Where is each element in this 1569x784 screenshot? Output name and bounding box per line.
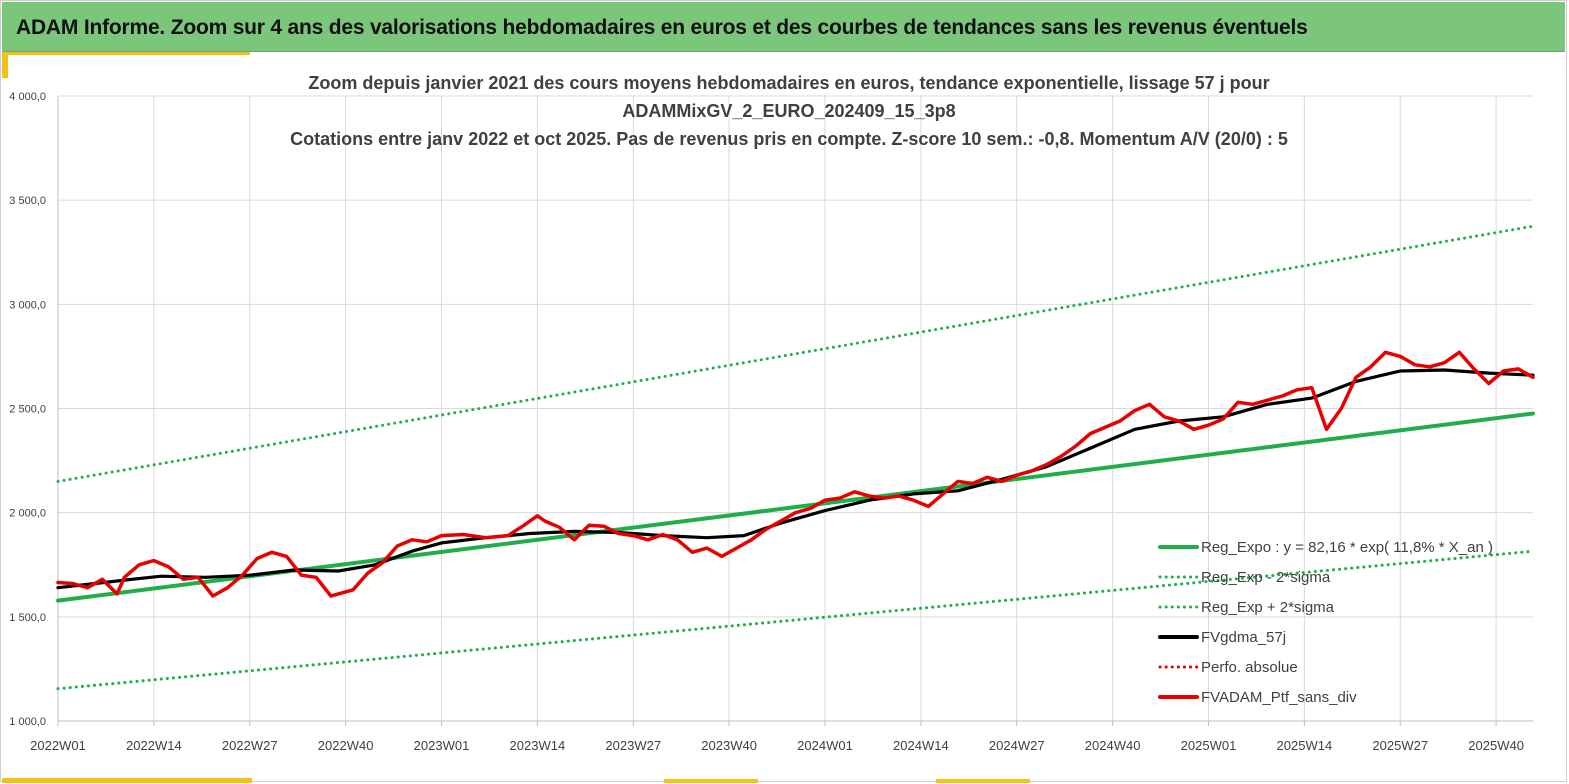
legend-label-3: Reg_Exp + 2*sigma [1201, 599, 1335, 616]
x-tick-label: 2025W27 [1372, 738, 1428, 753]
y-tick-label: 2 000,0 [9, 508, 46, 520]
chart-title-block: Zoom depuis janvier 2021 des cours moyen… [290, 73, 1288, 149]
x-tick-label: 2023W14 [510, 738, 566, 753]
x-tick-label: 2025W14 [1277, 738, 1333, 753]
x-tick-label: 2022W27 [222, 738, 278, 753]
x-tick-label: 2023W27 [605, 738, 661, 753]
y-tick-label: 1 500,0 [9, 612, 46, 624]
y-tick-label: 4 000,0 [9, 91, 46, 103]
x-tick-label: 2024W14 [893, 738, 949, 753]
chart-title-line-2: ADAMMixGV_2_EURO_202409_15_3p8 [622, 101, 955, 121]
accent-line-top-left [2, 52, 250, 55]
title-banner: ADAM Informe. Zoom sur 4 ans des valoris… [2, 2, 1565, 52]
x-tick-label: 2024W01 [797, 738, 853, 753]
y-tick-label: 3 500,0 [9, 195, 46, 207]
x-tick-label: 2025W40 [1468, 738, 1524, 753]
legend-label-4: FVgdma_57j [1201, 629, 1286, 646]
axis-layer: 1 000,0 1 500,0 2 000,0 2 500,0 3 000,0 3 500… [9, 91, 1533, 753]
x-tick-label: 2022W14 [126, 738, 182, 753]
legend: Reg_Expo : y = 82,16 * exp( 11,8% * X_an… [1158, 539, 1493, 706]
x-tick-label: 2022W40 [318, 738, 374, 753]
legend-label-2: Reg_Exp - 2*sigma [1201, 569, 1331, 586]
y-tick-label: 2 500,0 [9, 404, 46, 416]
x-tick-label: 2024W40 [1085, 738, 1141, 753]
x-tick-label: 2023W40 [701, 738, 757, 753]
banner-title: ADAM Informe. Zoom sur 4 ans des valoris… [16, 16, 1308, 39]
x-tick-label: 2024W27 [989, 738, 1045, 753]
series-line-3 [56, 224, 1535, 483]
legend-label-1: Reg_Expo : y = 82,16 * exp( 11,8% * X_an… [1201, 539, 1493, 556]
series-layer [56, 224, 1535, 691]
chart-title-line-1: Zoom depuis janvier 2021 des cours moyen… [308, 73, 1269, 93]
legend-label-5: Perfo. absolue [1201, 659, 1298, 676]
x-tick-label: 2022W01 [30, 738, 86, 753]
accent-bar-bottom-mid2 [936, 779, 1030, 783]
x-tick-label: 2023W01 [414, 738, 470, 753]
series-line-6 [56, 350, 1535, 598]
legend-label-6: FVADAM_Ptf_sans_div [1201, 689, 1357, 706]
accent-bar-bottom-left [2, 778, 252, 783]
grid-layer [57, 95, 1533, 722]
x-tick-label: 2025W01 [1181, 738, 1237, 753]
accent-bar-bottom-mid [664, 779, 758, 783]
y-tick-label: 1 000,0 [9, 716, 46, 728]
y-tick-label: 3 000,0 [9, 299, 46, 311]
accent-bar-top-left [2, 52, 8, 78]
chart-title-line-3: Cotations entre janv 2022 et oct 2025. P… [290, 129, 1288, 149]
series-line-4 [56, 368, 1535, 590]
